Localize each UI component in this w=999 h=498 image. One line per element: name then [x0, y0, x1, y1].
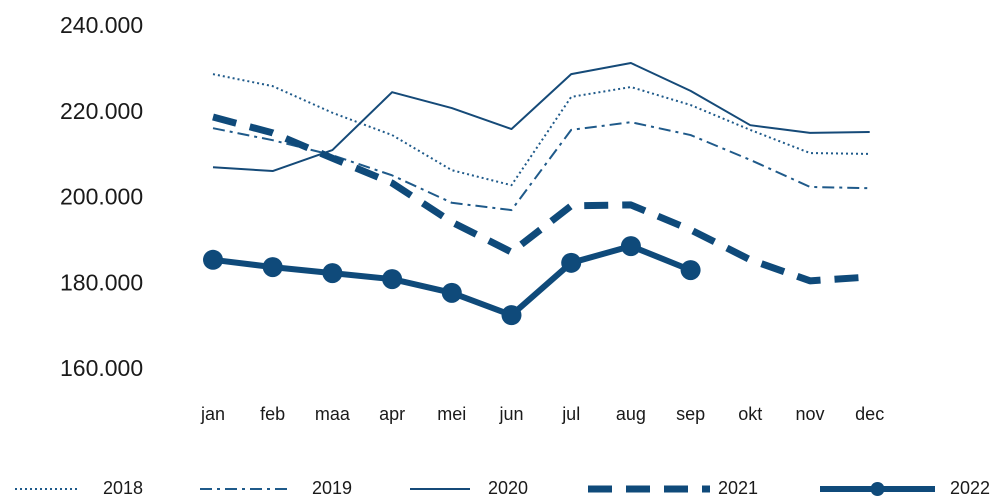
series-line	[212, 113, 870, 285]
y-tick-label: 220.000	[60, 98, 143, 124]
series-marker	[680, 260, 701, 281]
series-marker	[561, 252, 582, 273]
y-tick-label: 200.000	[60, 184, 143, 210]
x-tick-label: apr	[379, 404, 405, 424]
x-tick-label: jan	[200, 404, 225, 424]
x-tick-label: mei	[437, 404, 466, 424]
series-marker	[203, 249, 223, 270]
series-marker	[501, 305, 522, 326]
legend-marker	[870, 482, 885, 496]
x-tick-label: jun	[498, 404, 523, 424]
x-tick-label: nov	[795, 404, 824, 424]
series-line	[212, 62, 870, 173]
legend-label: 2022	[950, 478, 990, 498]
x-tick-label: aug	[616, 404, 646, 424]
series-marker	[382, 269, 403, 290]
series-marker	[620, 236, 641, 257]
legend-label: 2018	[103, 478, 143, 498]
y-tick-label: 240.000	[60, 12, 143, 38]
x-tick-label: feb	[260, 404, 285, 424]
x-tick-label: jul	[561, 404, 580, 424]
series-marker	[441, 282, 462, 303]
x-tick-label: dec	[855, 404, 884, 424]
x-tick-label: maa	[315, 404, 351, 424]
series-line	[212, 73, 870, 187]
series-marker	[322, 263, 343, 284]
legend-label: 2020	[488, 478, 528, 498]
x-tick-label: sep	[676, 404, 705, 424]
y-tick-label: 160.000	[60, 355, 143, 381]
x-tick-label: okt	[738, 404, 762, 424]
legend-label: 2021	[718, 478, 758, 498]
y-tick-label: 180.000	[60, 269, 143, 295]
series-line	[212, 121, 870, 212]
series-line	[212, 243, 692, 319]
series-marker	[262, 257, 283, 278]
legend-label: 2019	[312, 478, 352, 498]
